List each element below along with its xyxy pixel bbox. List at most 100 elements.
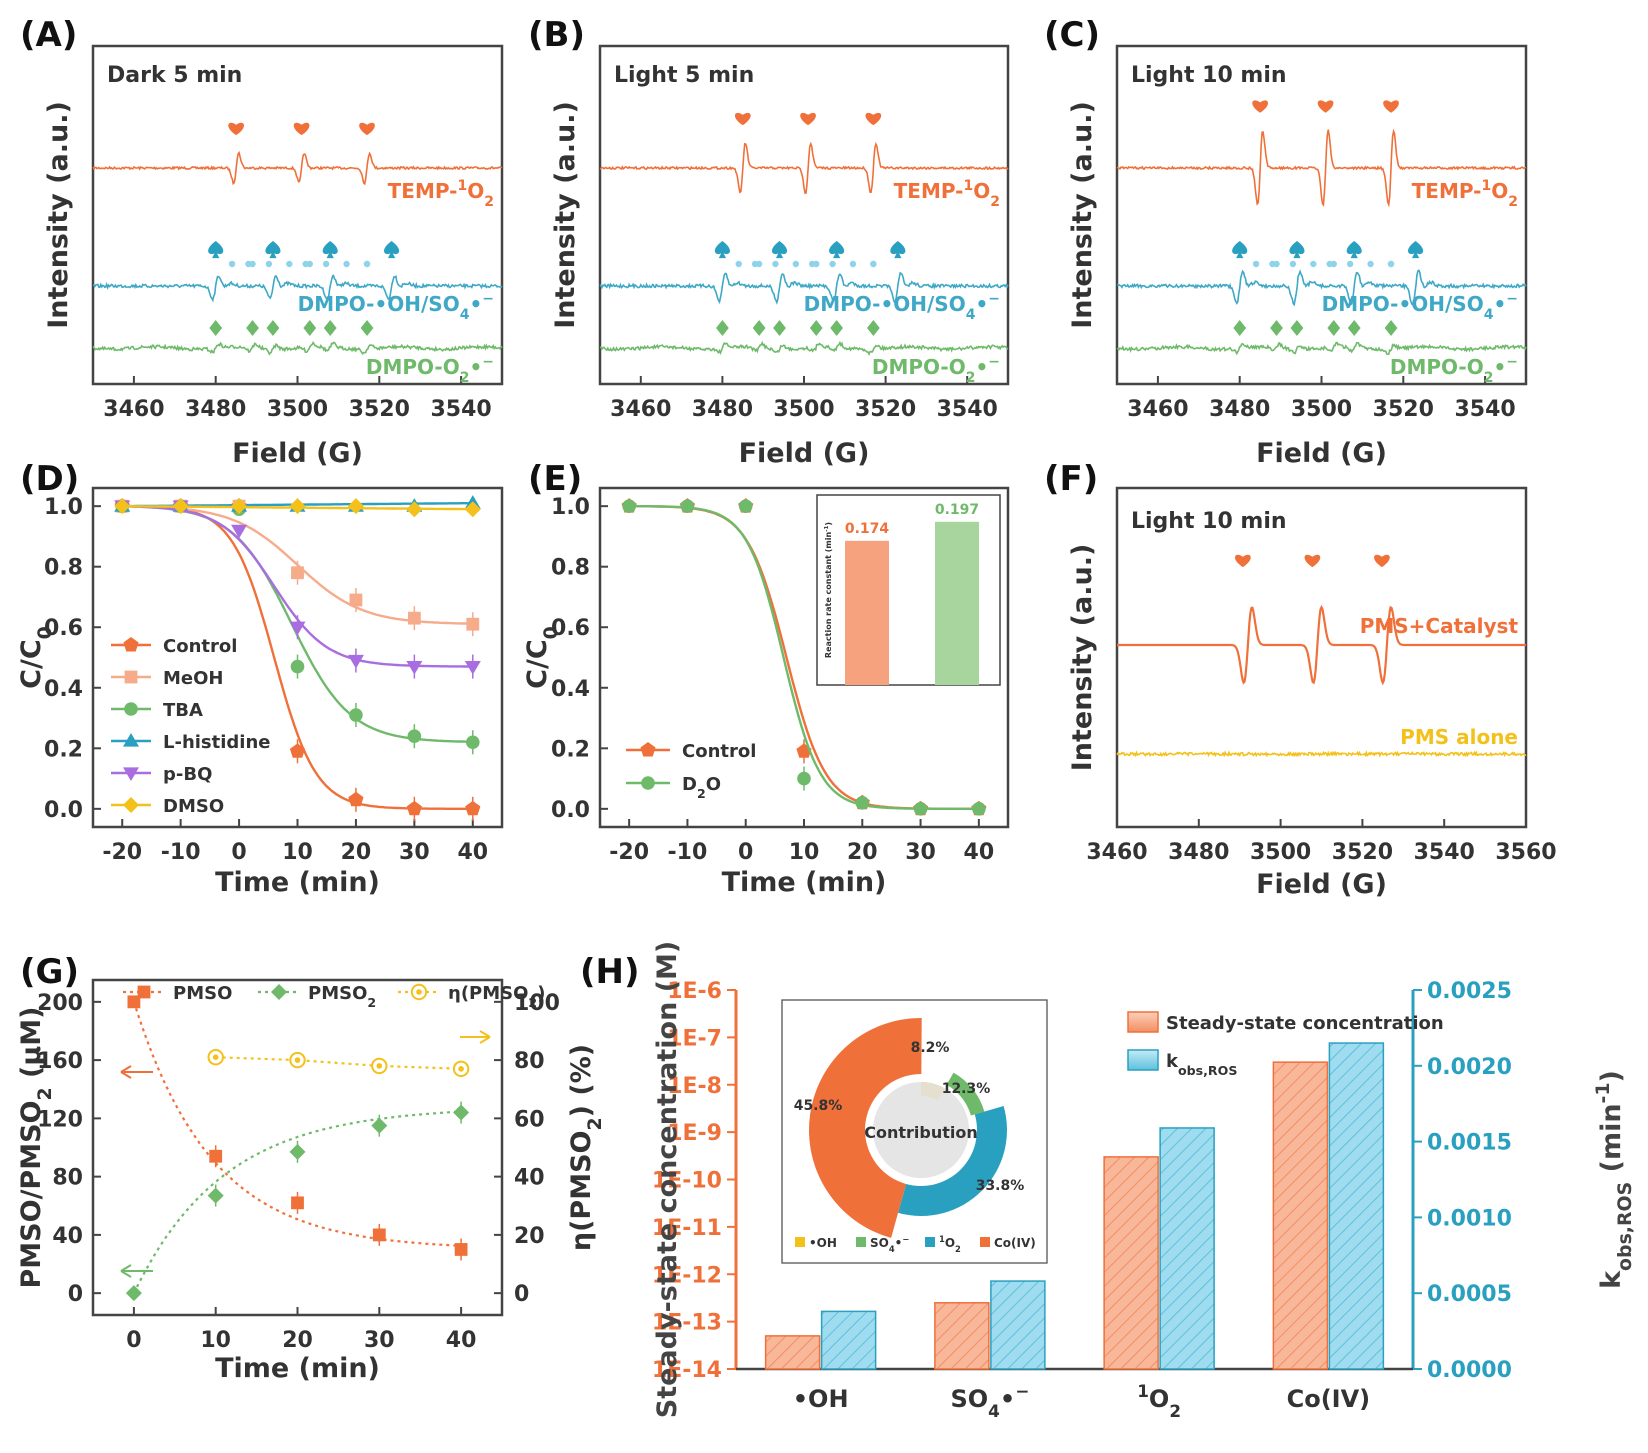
arrow-left-icon (120, 1264, 153, 1278)
panel-label: (H) (580, 952, 640, 992)
diamond-icon (360, 320, 374, 336)
diamond-icon (1290, 320, 1304, 336)
plot-frame (1115, 486, 1528, 829)
pie-slice (946, 1072, 985, 1116)
data-point (406, 501, 423, 518)
series-label: DMPO-•OH/SO4•− (804, 291, 1000, 323)
spade-icon (714, 241, 730, 259)
x-tick-label: 10 (282, 840, 313, 865)
y2-tick-label: 0.0025 (1427, 979, 1512, 1004)
series-label: TEMP-1O2 (1412, 178, 1518, 210)
panel-label: (D) (20, 459, 79, 499)
y-tick-label: 1.0 (551, 495, 590, 520)
diamond-icon (303, 320, 317, 336)
spectrum-line (1116, 128, 1527, 208)
x-tick-label: 3540 (1454, 397, 1515, 422)
panel-title: Light 10 min (1131, 63, 1287, 88)
y2-axis-label: kobs,ROS (min-1) (1592, 1070, 1636, 1289)
x-tick-label: 0 (126, 1328, 141, 1353)
y2-tick-label: 0 (514, 1282, 529, 1307)
x-tick-label: -10 (161, 840, 201, 865)
spade-icon (1289, 241, 1305, 259)
dot-icon (1310, 260, 1317, 268)
y-tick-label: 1E-14 (652, 1358, 722, 1383)
spectrum-line (599, 141, 1009, 194)
legend-marker (137, 985, 151, 999)
bar-kobs (820, 1310, 877, 1370)
y2-axis-label: η(PMSO2) (%) (566, 1044, 606, 1251)
dot-icon (1326, 260, 1333, 268)
data-point (465, 735, 480, 750)
x-tick-label: 3520 (349, 397, 410, 422)
arrow-left-icon (120, 1065, 153, 1079)
dot-icon (228, 260, 236, 268)
dot-icon (322, 260, 330, 268)
pie-legend-swatch (980, 1237, 990, 1247)
legend-label: kobs,ROS (1166, 1051, 1237, 1078)
x-axis-label: Field (G) (1256, 438, 1387, 469)
legend-swatch (1127, 1011, 1159, 1033)
bar-steady-state (1103, 1156, 1159, 1370)
data-point (289, 621, 306, 636)
panel-title: Dark 5 min (107, 63, 242, 88)
pie-legend-label: Co(IV) (994, 1236, 1036, 1250)
x-tick-label: 3560 (1495, 840, 1556, 865)
heart-icon (1304, 554, 1321, 568)
y-tick-label: 0.4 (551, 677, 590, 702)
diamond-icon (830, 320, 844, 336)
diamond-icon (209, 320, 223, 336)
series-label: DMPO-O2•− (872, 354, 1000, 386)
diamond-icon (246, 320, 259, 336)
x-tick-label: -20 (609, 840, 649, 865)
spectrum-line (92, 274, 503, 303)
spectrum-line (1116, 341, 1527, 356)
spade-icon (265, 241, 281, 259)
x-tick-label: 3500 (1291, 397, 1352, 422)
y-axis-label: Steady-state concentration (M) (652, 941, 683, 1418)
spectrum-line (599, 271, 1009, 305)
x-tick-label: 30 (399, 840, 430, 865)
dot-icon (808, 260, 816, 268)
pie-legend-swatch (795, 1237, 805, 1247)
data-point (622, 499, 636, 513)
diamond-icon (1233, 320, 1247, 336)
y2-tick-label: 20 (514, 1224, 545, 1249)
data-point (738, 499, 753, 513)
spade-icon (322, 241, 338, 259)
x-axis-label: Field (G) (739, 438, 870, 469)
diamond-icon (323, 320, 337, 336)
legend-marker (640, 742, 656, 757)
heart-icon (800, 112, 816, 126)
x-tick-label: 3460 (1127, 397, 1188, 422)
legend-label: PMSO2 (308, 983, 376, 1010)
spectrum-line (1116, 750, 1527, 758)
y-tick-label: 1E-6 (667, 979, 722, 1004)
y-axis-label: C/C0 (522, 626, 562, 689)
x-tick-label: 40 (457, 840, 488, 865)
bar-steady-state (934, 1302, 990, 1370)
spade-icon (1346, 241, 1362, 259)
series-label: DMPO-O2•− (366, 354, 494, 386)
y-tick-label: 120 (37, 1107, 83, 1132)
y-axis-label: Intensity (a.u.) (1067, 544, 1098, 772)
data-point (290, 659, 305, 674)
data-point (172, 498, 189, 515)
diamond-icon (1347, 320, 1361, 336)
diamond-icon (716, 320, 729, 336)
heart-icon (1383, 100, 1399, 113)
x-tick-label: 3460 (1086, 840, 1147, 865)
data-point (454, 1243, 468, 1256)
inset-bar-value: 0.174 (845, 521, 890, 537)
data-point (125, 1285, 142, 1302)
heart-icon (293, 122, 310, 136)
legend-label: L-histidine (163, 732, 271, 753)
x-tick-label: 10 (789, 840, 820, 865)
bar-steady-state (764, 1335, 821, 1370)
x-tick-label: 20 (341, 840, 372, 865)
x-tick-label: 3480 (1209, 397, 1270, 422)
pie-legend-label: •OH (809, 1236, 837, 1250)
dot-icon (265, 260, 273, 268)
data-point (209, 1149, 223, 1163)
x-tick-label: 3540 (430, 397, 491, 422)
series-label: DMPO-•OH/SO4•− (298, 291, 494, 323)
